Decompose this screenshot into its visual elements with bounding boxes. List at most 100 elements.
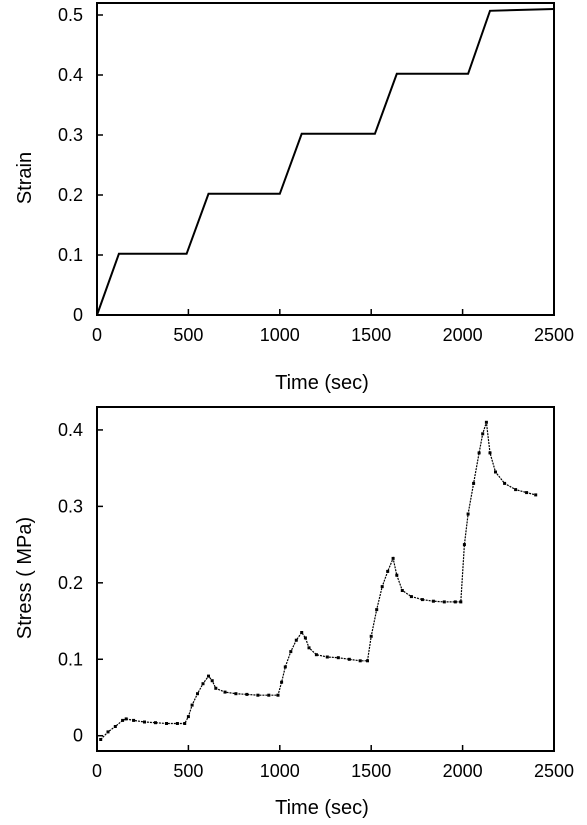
stress-x-axis-label: Time (sec) <box>275 797 369 819</box>
stress-data-point <box>466 512 470 516</box>
x-tick-label: 2500 <box>534 325 574 345</box>
stress-data-point <box>525 491 529 495</box>
stress-data-point <box>386 569 390 573</box>
stress-data-point <box>154 721 157 725</box>
x-tick-label: 2000 <box>443 325 483 345</box>
stress-data-point <box>314 653 318 657</box>
stress-data-point <box>165 722 168 725</box>
strain-x-axis-label: Time (sec) <box>275 372 369 394</box>
strain-chart: 0 500 1000 1500 2000 2500 0 0.1 0.2 0.3 0.4 0.5 Ti… <box>14 2 574 394</box>
stress-data-point <box>175 722 179 725</box>
stress-data-point <box>307 646 311 650</box>
stress-data-point <box>375 608 379 612</box>
stress-data-point <box>400 589 404 592</box>
stress-data-point <box>186 715 190 719</box>
stress-data-point <box>459 600 463 604</box>
stress-data-point <box>303 636 307 640</box>
stress-data-point <box>283 665 287 669</box>
stress-data-point <box>358 659 362 663</box>
stress-data-point <box>409 595 413 599</box>
x-tick-label: 500 <box>173 325 203 345</box>
strain-plot-frame <box>96 2 555 316</box>
stress-data-point <box>391 556 395 560</box>
stress-data-point <box>106 730 110 734</box>
stress-data-point <box>276 693 280 697</box>
stress-data-point <box>420 598 424 602</box>
stress-x-ticks: 0 500 1000 1500 2000 2500 <box>92 745 574 781</box>
y-tick-label: 0.4 <box>58 65 83 85</box>
stress-data-point <box>325 655 329 659</box>
y-tick-label: 0.1 <box>58 245 83 265</box>
stress-data-point <box>201 682 205 686</box>
y-tick-label: 0.4 <box>58 420 83 440</box>
y-tick-label: 0.1 <box>58 649 83 669</box>
stress-data-point <box>366 659 369 663</box>
stress-data-point <box>462 543 466 547</box>
stress-data-point <box>380 585 384 589</box>
stress-data-point <box>113 725 117 728</box>
y-tick-label: 0.2 <box>58 573 83 593</box>
stress-data-point <box>207 674 210 678</box>
stress-data-point <box>336 656 340 660</box>
x-tick-label: 1000 <box>260 325 300 345</box>
x-tick-label: 2500 <box>534 761 574 781</box>
x-tick-label: 1000 <box>260 761 300 781</box>
x-tick-label: 0 <box>92 761 102 781</box>
y-tick-label: 0.5 <box>58 5 83 25</box>
x-tick-label: 0 <box>92 325 102 345</box>
stress-data-point <box>395 573 399 577</box>
stress-y-axis-label: Stress ( MPa) <box>14 517 36 639</box>
stress-data-point <box>369 634 373 638</box>
stress-data-point <box>488 451 492 455</box>
strain-x-ticks: 0 500 1000 1500 2000 2500 <box>92 309 574 345</box>
strain-y-axis-label: Strain <box>14 152 36 204</box>
stress-data-point <box>234 692 238 696</box>
stress-data-point <box>214 686 218 690</box>
stress-data-point <box>289 650 293 654</box>
x-tick-label: 1500 <box>351 761 391 781</box>
stress-data-point <box>294 638 298 642</box>
stress-data-point <box>190 703 194 707</box>
stress-data-point <box>347 657 351 661</box>
stress-data-point <box>245 692 249 696</box>
x-tick-label: 500 <box>173 761 203 781</box>
y-tick-label: 0 <box>73 305 83 325</box>
stress-data-point <box>256 693 260 697</box>
stress-data-point <box>143 720 146 724</box>
stress-data-point <box>514 488 518 492</box>
stress-data-point <box>196 692 199 696</box>
stress-series-trace <box>100 422 536 740</box>
stress-data-point <box>300 631 304 634</box>
stress-data-point <box>484 420 488 424</box>
strain-series-line <box>96 8 555 316</box>
y-tick-label: 0.2 <box>58 185 83 205</box>
stress-data-point <box>132 718 136 722</box>
stress-data-point <box>223 690 227 694</box>
stress-series-points <box>99 420 538 741</box>
y-tick-label: 0.3 <box>58 496 83 516</box>
stress-data-point <box>477 451 481 455</box>
stress-data-point <box>183 722 187 725</box>
stress-data-point <box>453 600 457 604</box>
stress-data-point <box>121 718 125 722</box>
stress-data-point <box>280 680 284 684</box>
stress-plot-frame <box>96 406 555 752</box>
stress-y-ticks: 0 0.1 0.2 0.3 0.4 <box>58 420 103 746</box>
stress-data-point <box>99 738 103 741</box>
stress-data-point <box>472 481 476 485</box>
stress-chart: 0 500 1000 1500 2000 2500 0 0.1 0.2 0.3 0.4 Time … <box>14 406 574 819</box>
stress-data-point <box>481 432 485 436</box>
stress-data-point <box>494 470 497 474</box>
stress-data-point <box>534 493 538 497</box>
stress-data-point <box>431 599 435 603</box>
stress-data-point <box>503 481 507 485</box>
y-tick-label: 0 <box>73 726 83 746</box>
stress-data-point <box>442 600 446 604</box>
stress-data-point <box>267 693 271 697</box>
stress-data-point <box>210 679 214 683</box>
strain-y-ticks: 0 0.1 0.2 0.3 0.4 0.5 <box>58 5 103 325</box>
x-tick-label: 2000 <box>443 761 483 781</box>
y-tick-label: 0.3 <box>58 125 83 145</box>
x-tick-label: 1500 <box>351 325 391 345</box>
